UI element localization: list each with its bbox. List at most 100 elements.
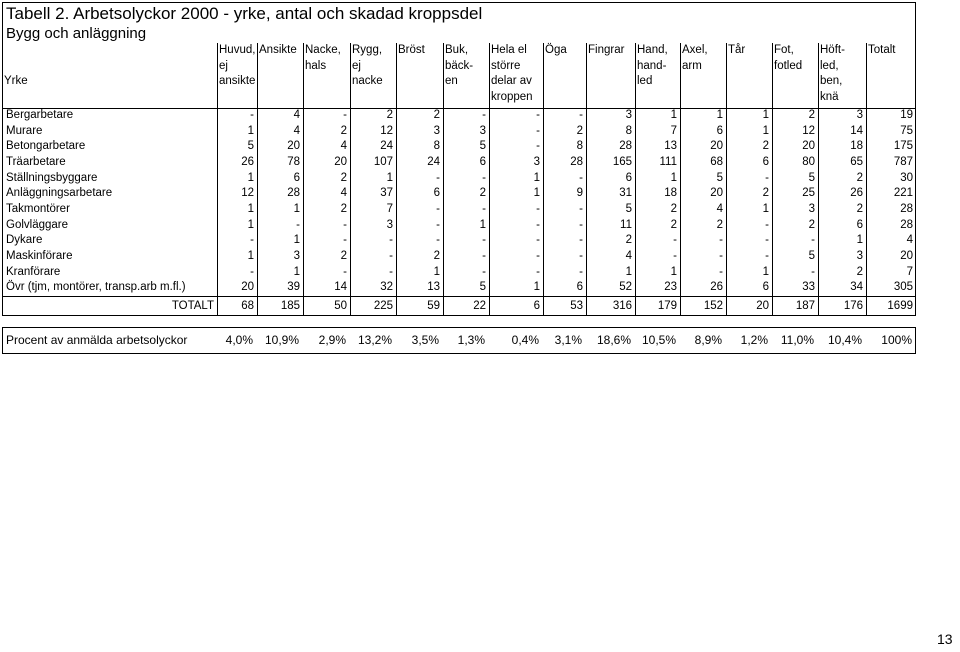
cell: -: [343, 265, 347, 278]
header-cell: Fot,: [774, 44, 794, 56]
row-label: Kranförare: [6, 265, 61, 278]
cell: 22: [473, 300, 486, 312]
cell: 7: [906, 265, 913, 278]
cell: 5: [247, 140, 254, 153]
cell: -: [482, 109, 486, 121]
cell: -: [719, 250, 723, 262]
cell: 33: [802, 281, 815, 294]
rule: [818, 43, 819, 316]
cell: -: [765, 171, 769, 184]
cell: 2: [625, 234, 632, 247]
cell: -: [579, 265, 583, 278]
cell: 2: [716, 218, 723, 231]
cell: 2: [340, 203, 347, 215]
row-label: Anläggningsarbetare: [6, 187, 113, 200]
cell: 316: [612, 300, 632, 312]
cell: 4: [293, 109, 300, 121]
cell: 25: [802, 187, 815, 200]
cell: 78: [287, 156, 300, 168]
cell: 31: [619, 187, 632, 200]
header-cell: Öga: [545, 44, 567, 56]
cell: 18: [850, 140, 863, 153]
cell: 1: [716, 109, 723, 121]
percent-cell: 18,6%: [596, 333, 631, 347]
header-cell: Rygg,: [352, 44, 383, 56]
cell: -: [765, 218, 769, 231]
cell: 68: [710, 156, 723, 168]
rule: [350, 43, 351, 316]
rule: [543, 43, 544, 316]
cell: 2: [576, 124, 583, 137]
cell: 1: [247, 203, 254, 215]
header-cell: en: [445, 75, 458, 87]
cell: 2: [808, 109, 815, 121]
cell: 2: [762, 140, 769, 153]
cell: 1: [762, 265, 769, 278]
cell: -: [436, 171, 440, 184]
cell: -: [811, 234, 815, 247]
cell: 20: [900, 250, 913, 262]
cell: 111: [659, 156, 677, 168]
cell: 1: [247, 218, 254, 231]
cell: -: [482, 203, 486, 215]
cell: 68: [241, 300, 254, 312]
cell: 1: [533, 281, 540, 294]
cell: 2: [433, 109, 440, 121]
rule: [443, 43, 444, 316]
subtitle: Bygg och anläggning: [6, 25, 147, 42]
row-label: Murare: [6, 124, 43, 137]
cell: 221: [893, 187, 913, 200]
percent-cell: 10,5%: [641, 333, 676, 347]
cell: 5: [479, 140, 486, 153]
header-cell: Huvud,: [219, 44, 256, 56]
percent-cell: 100%: [881, 333, 912, 347]
cell: -: [536, 124, 540, 137]
cell: 20: [710, 140, 723, 153]
cell: -: [536, 203, 540, 215]
rule: [303, 43, 304, 316]
cell: -: [536, 234, 540, 247]
header-cell: Yrke: [4, 75, 28, 87]
cell: 20: [710, 187, 723, 200]
cell: 5: [808, 171, 815, 184]
cell: -: [482, 265, 486, 278]
cell: 28: [900, 203, 913, 215]
cell: 1: [762, 109, 769, 121]
cell: 3: [808, 203, 815, 215]
cell: 5: [716, 171, 723, 184]
cell: 20: [802, 140, 815, 153]
cell: 6: [576, 281, 583, 294]
header-cell: Fingrar: [588, 44, 625, 56]
cell: 28: [570, 156, 583, 168]
rule: [2, 2, 3, 316]
cell: 1: [670, 109, 677, 121]
cell: -: [436, 203, 440, 215]
cell: 18: [664, 187, 677, 200]
cell: 6: [533, 300, 540, 312]
cell: -: [343, 218, 347, 231]
cell: -: [719, 234, 723, 247]
cell: 2: [670, 218, 677, 231]
cell: 12: [380, 124, 393, 137]
cell: 34: [850, 281, 863, 294]
cell: 1: [247, 124, 254, 137]
percent-cell: 13,2%: [357, 333, 392, 347]
cell: 4: [340, 140, 347, 153]
cell: 305: [893, 281, 913, 294]
cell: 20: [756, 300, 769, 312]
rule: [217, 43, 218, 316]
cell: -: [343, 234, 347, 247]
rule: [489, 43, 490, 316]
cell: -: [482, 234, 486, 247]
cell: 6: [762, 156, 769, 168]
row-label: Bergarbetare: [6, 109, 74, 121]
header-cell: Hela el: [491, 44, 527, 56]
cell: -: [389, 234, 393, 247]
cell: 7: [386, 203, 393, 215]
cell: 28: [619, 140, 632, 153]
cell: -: [436, 218, 440, 231]
percent-cell: 2,9%: [318, 333, 346, 347]
cell: 12: [241, 187, 254, 200]
cell: 3: [479, 124, 486, 137]
cell: 2: [340, 250, 347, 262]
